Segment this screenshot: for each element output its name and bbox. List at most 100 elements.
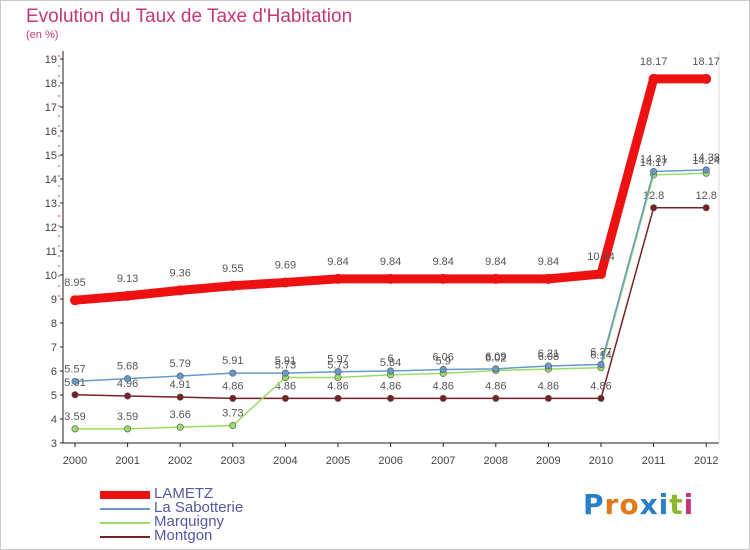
chart-title: Evolution du Taux de Taxe d'Habitation: [26, 6, 353, 27]
data-point-montgon: [176, 393, 184, 401]
data-point-la-sabotterie: [702, 166, 710, 174]
legend-label-marquigny: Marquigny: [154, 513, 225, 530]
data-point-montgon: [439, 394, 447, 402]
y-tick-label: 7: [51, 342, 57, 354]
x-tick-label: 2001: [115, 455, 139, 467]
data-label-montgon: 4.86: [275, 380, 296, 392]
data-label-montgon: 12.8: [695, 190, 716, 202]
data-label-lametz: 9.84: [538, 256, 559, 268]
data-label-la-sabotterie: 5.91: [275, 355, 296, 367]
data-point-lametz: [648, 73, 659, 84]
data-point-lametz: [543, 273, 554, 284]
data-point-montgon: [492, 394, 500, 402]
logo-letter: o: [619, 488, 640, 521]
legend-swatch-marquigny: [100, 522, 150, 524]
data-point-lametz: [227, 280, 238, 291]
legend-swatch-lametz: [100, 491, 150, 499]
data-label-marquigny: 14.17: [640, 157, 668, 169]
data-label-marquigny: 5.73: [327, 359, 348, 371]
data-point-lametz: [280, 277, 291, 288]
data-point-montgon: [71, 391, 79, 399]
y-tick-label: 19: [45, 54, 57, 66]
data-label-lametz: 9.36: [169, 267, 190, 279]
data-label-marquigny: 6.02: [485, 353, 506, 365]
data-point-montgon: [702, 204, 710, 212]
data-label-lametz: 9.84: [380, 256, 401, 268]
legend-label-lametz: LAMETZ: [154, 485, 214, 502]
data-label-montgon: 4.91: [169, 379, 190, 391]
data-label-montgon: 4.86: [485, 380, 506, 392]
data-label-lametz: 18.17: [692, 56, 720, 68]
data-label-marquigny: 3.59: [64, 411, 85, 423]
data-label-marquigny: 14.24: [692, 155, 720, 167]
y-tick-label: 5: [51, 390, 57, 402]
data-point-lametz: [175, 285, 186, 296]
legend-item-lametz[interactable]: LAMETZ: [100, 485, 360, 502]
legend-item-montgon[interactable]: Montgon: [100, 527, 360, 544]
y-tick-label: 8: [51, 318, 57, 330]
y-tick-label: 4: [51, 414, 57, 426]
data-label-la-sabotterie: 6: [388, 353, 394, 365]
data-point-lametz: [122, 290, 133, 301]
legend-item-la-sabotterie[interactable]: La Sabotterie: [100, 499, 360, 516]
data-label-lametz: 9.55: [222, 263, 243, 275]
data-point-lametz: [596, 269, 606, 280]
logo-letter: t: [669, 488, 684, 521]
data-label-lametz: 18.17: [640, 56, 668, 68]
x-tick-label: 2002: [168, 455, 192, 467]
data-label-lametz: 10.04: [587, 251, 615, 263]
data-label-la-sabotterie: 5.68: [117, 361, 138, 373]
data-label-marquigny: 6.14: [590, 350, 611, 362]
data-point-la-sabotterie: [650, 168, 658, 176]
x-tick-label: 2003: [221, 455, 245, 467]
data-label-lametz: 9.84: [485, 256, 506, 268]
data-label-montgon: 4.86: [380, 380, 401, 392]
data-label-marquigny: 6.08: [538, 351, 559, 363]
x-tick-label: 2010: [589, 455, 613, 467]
data-label-montgon: 4.86: [222, 380, 243, 392]
data-point-la-sabotterie: [176, 372, 184, 380]
data-point-marquigny: [229, 421, 237, 429]
legend-swatch-montgon: [100, 536, 150, 538]
data-point-la-sabotterie: [597, 361, 605, 369]
y-tick-label: 12: [45, 222, 57, 234]
data-point-marquigny: [334, 373, 342, 381]
y-tick-label: 14: [45, 174, 57, 186]
y-tick-label: 11: [46, 246, 57, 258]
data-label-la-sabotterie: 14.38: [692, 152, 720, 164]
logo-letter: i: [658, 488, 670, 521]
logo-letter: x: [639, 488, 659, 521]
data-label-la-sabotterie: 5.97: [327, 354, 348, 366]
data-label-montgon: 4.86: [538, 380, 559, 392]
data-label-marquigny: 5.9: [436, 355, 451, 367]
legend: LAMETZ La Sabotterie Marquigny Montgon: [100, 485, 360, 544]
data-label-marquigny: 5.73: [275, 359, 296, 371]
data-point-lametz: [701, 73, 712, 84]
x-tick-label: 2011: [642, 455, 666, 467]
data-label-la-sabotterie: 14.31: [640, 154, 668, 166]
data-label-la-sabotterie: 5.79: [169, 358, 190, 370]
data-point-la-sabotterie: [334, 368, 342, 376]
data-point-lametz: [333, 273, 343, 284]
data-point-lametz: [70, 295, 80, 306]
data-point-marquigny: [71, 425, 79, 433]
data-label-montgon: 4.86: [327, 380, 348, 392]
y-tick-label: 18: [45, 78, 57, 90]
data-point-lametz: [385, 273, 396, 284]
data-point-la-sabotterie: [229, 369, 237, 377]
y-tick-label: 16: [45, 126, 57, 138]
data-label-montgon: 4.86: [590, 380, 611, 392]
data-point-montgon: [281, 394, 289, 402]
data-label-lametz: 8.95: [64, 277, 85, 289]
data-label-marquigny: 5.84: [380, 357, 401, 369]
data-label-la-sabotterie: 6.09: [485, 351, 506, 363]
legend-item-marquigny[interactable]: Marquigny: [100, 513, 360, 530]
data-label-marquigny: 3.59: [117, 411, 138, 423]
data-point-la-sabotterie: [281, 369, 289, 377]
logo-letter: P: [583, 488, 605, 521]
data-point-montgon: [544, 394, 552, 402]
data-label-montgon: 4.96: [117, 378, 138, 390]
y-tick-label: 17: [45, 102, 57, 114]
data-point-marquigny: [176, 423, 184, 431]
data-label-lametz: 9.13: [117, 273, 138, 285]
